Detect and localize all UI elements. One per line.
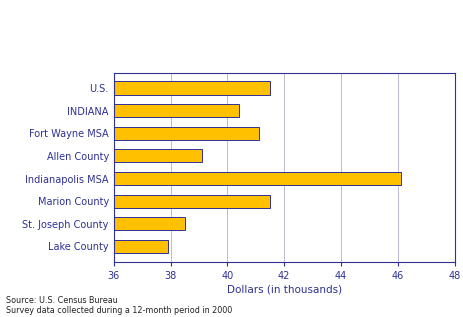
Bar — [113, 149, 201, 163]
Text: Source: U.S. Census Bureau
Survey data collected during a 12-month period in 200: Source: U.S. Census Bureau Survey data c… — [6, 296, 232, 315]
Text: Figure 1: Median Household Income: Figure 1: Median Household Income — [6, 10, 243, 23]
Bar — [113, 195, 269, 208]
Bar — [113, 217, 184, 230]
Bar — [113, 104, 238, 117]
Bar — [113, 127, 258, 140]
X-axis label: Dollars (in thousands): Dollars (in thousands) — [226, 285, 341, 295]
Bar — [113, 172, 400, 185]
Bar — [113, 81, 269, 94]
Bar — [113, 240, 167, 253]
Text: High-income households in the suburbs lift the Indianapolis MSA median: High-income households in the suburbs li… — [6, 46, 459, 56]
